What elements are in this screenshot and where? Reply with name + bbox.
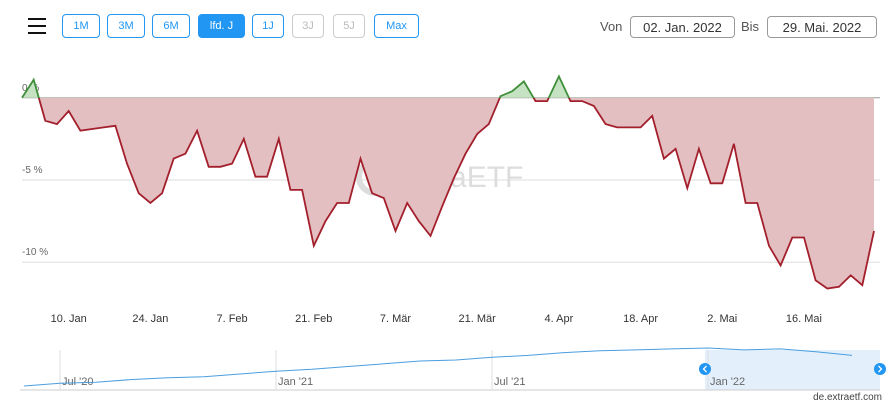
x-tick-label: 10. Jan (51, 313, 87, 325)
navigator-label: Jul '21 (494, 376, 525, 388)
credit: de.extraetf.com (813, 392, 882, 403)
line (21, 74, 875, 290)
navigator-label: Jan '21 (278, 376, 313, 388)
range-button[interactable]: 1J (252, 14, 284, 38)
watermark: extraETF (356, 158, 523, 196)
navigator-label: Jan '22 (710, 376, 745, 388)
navigator-handle[interactable] (874, 363, 886, 375)
area (22, 76, 874, 289)
to-label: Bis (741, 19, 760, 34)
navigator-label: Jul '20 (62, 376, 93, 388)
navigator-handle[interactable] (699, 363, 711, 375)
x-tick-label: 24. Jan (132, 313, 168, 325)
range-button[interactable]: 3M (107, 14, 145, 38)
x-tick-label: 21. Mär (459, 313, 497, 325)
from-label: Von (600, 19, 623, 34)
handle-arrow (702, 365, 707, 373)
range-button: 3J (292, 14, 324, 38)
to-date[interactable]: 29. Mai. 2022 (767, 16, 877, 38)
range-button[interactable]: 6M (152, 14, 190, 38)
x-tick-label: 7. Mär (380, 313, 412, 325)
navigator-selection (705, 350, 880, 390)
handle-arrow (878, 365, 883, 373)
y-tick-label: -5 % (22, 165, 43, 176)
x-tick-label: 21. Feb (295, 313, 332, 325)
navigator-line (23, 347, 853, 387)
x-tick-label: 18. Apr (623, 313, 658, 325)
x-tick-label: 16. Mai (786, 313, 822, 325)
from-date[interactable]: 02. Jan. 2022 (630, 16, 735, 38)
range-button[interactable]: 1M (62, 14, 100, 38)
range-button[interactable]: Max (374, 14, 419, 38)
x-tick-label: 2. Mai (707, 313, 737, 325)
x-tick-label: 7. Feb (216, 313, 247, 325)
y-tick-label: -10 % (22, 247, 48, 258)
y-tick-label: 0 % (22, 83, 39, 94)
range-button: 5J (333, 14, 365, 38)
range-button[interactable]: lfd. J (198, 14, 245, 38)
watermark-text: extraETF (400, 161, 523, 194)
menu-icon[interactable] (28, 17, 46, 35)
handle-arrow (704, 366, 882, 372)
x-tick-label: 4. Apr (545, 313, 574, 325)
